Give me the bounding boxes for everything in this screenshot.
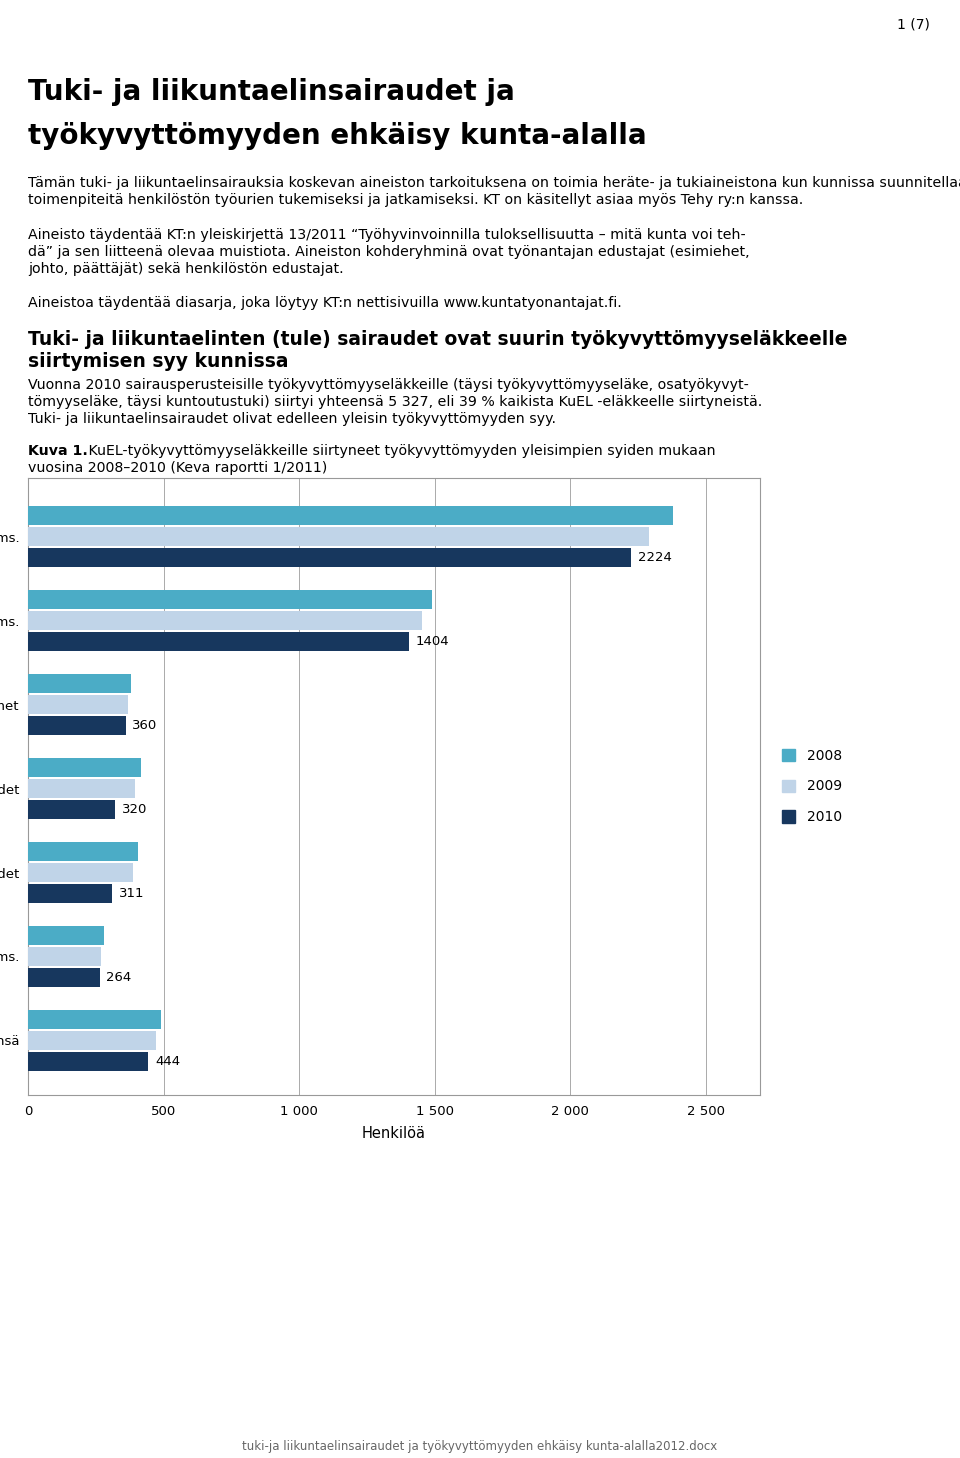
Bar [28, 779, 134, 798]
Bar [28, 1051, 149, 1072]
Bar [28, 528, 649, 547]
Bar [28, 674, 131, 694]
Text: Tuki- ja liikuntaelinsairaudet olivat edelleen yleisin työkyvyttömyyden syy.: Tuki- ja liikuntaelinsairaudet olivat ed… [28, 413, 556, 426]
Bar [28, 841, 138, 862]
Bar [28, 611, 422, 630]
Bar [28, 631, 409, 652]
Text: johto, päättäjät) sekä henkilöstön edustajat.: johto, päättäjät) sekä henkilöstön edust… [28, 262, 344, 276]
Text: dä” ja sen liitteenä olevaa muistiota. Aineiston kohderyhminä ovat työnantajan e: dä” ja sen liitteenä olevaa muistiota. A… [28, 245, 750, 260]
Text: 360: 360 [132, 719, 157, 732]
Text: 264: 264 [107, 971, 132, 984]
Text: KuEL-työkyvyttömyyseläkkeille siirtyneet työkyvyttömyyden yleisimpien syiden muk: KuEL-työkyvyttömyyseläkkeille siirtyneet… [84, 445, 715, 458]
Bar [28, 968, 100, 987]
Bar [28, 863, 133, 882]
Text: 320: 320 [122, 803, 147, 816]
Bar [28, 716, 126, 735]
Bar [28, 884, 112, 903]
Legend: 2008, 2009, 2010: 2008, 2009, 2010 [781, 749, 842, 824]
Bar [28, 926, 104, 945]
Text: 444: 444 [156, 1056, 180, 1067]
Text: 1 (7): 1 (7) [898, 17, 930, 32]
Bar [28, 800, 115, 819]
Text: Kuva 1.: Kuva 1. [28, 445, 88, 458]
Bar [28, 1010, 161, 1029]
Text: työkyvyttömyyden ehkäisy kunta-alalla: työkyvyttömyyden ehkäisy kunta-alalla [28, 122, 647, 150]
Text: toimenpiteitä henkilöstön työurien tukemiseksi ja jatkamiseksi. KT on käsitellyt: toimenpiteitä henkilöstön työurien tukem… [28, 192, 804, 207]
Text: 311: 311 [119, 886, 145, 900]
Text: Tuki- ja liikuntaelinten (tule) sairaudet ovat suurin työkyvyttömyyseläkkeelle: Tuki- ja liikuntaelinten (tule) sairaude… [28, 330, 848, 348]
Text: Aineistoa täydentää diasarja, joka löytyy KT:n nettisivuilla www.kuntatyonantaja: Aineistoa täydentää diasarja, joka löyty… [28, 296, 622, 311]
Bar [28, 506, 673, 525]
X-axis label: Henkilöä: Henkilöä [362, 1126, 426, 1142]
Text: siirtymisen syy kunnissa: siirtymisen syy kunnissa [28, 351, 289, 370]
Text: 1404: 1404 [416, 636, 449, 649]
Text: tuki-ja liikuntaelinsairaudet ja työkyvyttömyyden ehkäisy kunta-alalla2012.docx: tuki-ja liikuntaelinsairaudet ja työkyvy… [242, 1441, 718, 1454]
Text: Tämän tuki- ja liikuntaelinsairauksia koskevan aineiston tarkoituksena on toimia: Tämän tuki- ja liikuntaelinsairauksia ko… [28, 176, 960, 190]
Text: Vuonna 2010 sairausperusteisille työkyvyttömyyseläkkeille (täysi työkyvyttömyyse: Vuonna 2010 sairausperusteisille työkyvy… [28, 378, 749, 392]
Text: 2224: 2224 [637, 551, 672, 564]
Text: Tuki- ja liikuntaelinsairaudet ja: Tuki- ja liikuntaelinsairaudet ja [28, 77, 515, 106]
Bar [28, 695, 128, 714]
Text: vuosina 2008–2010 (Keva raportti 1/2011): vuosina 2008–2010 (Keva raportti 1/2011) [28, 461, 327, 475]
Bar [28, 758, 140, 777]
Text: tömyyseläke, täysi kuntoutustuki) siirtyi yhteensä 5 327, eli 39 % kaikista KuEL: tömyyseläke, täysi kuntoutustuki) siirty… [28, 395, 762, 410]
Bar [28, 946, 101, 967]
Bar [28, 1031, 156, 1050]
Bar [28, 590, 432, 609]
Bar [28, 548, 631, 567]
Text: Aineisto täydentää KT:n yleiskirjettä 13/2011 “Työhyvinvoinnilla tuloksellisuutt: Aineisto täydentää KT:n yleiskirjettä 13… [28, 227, 746, 242]
